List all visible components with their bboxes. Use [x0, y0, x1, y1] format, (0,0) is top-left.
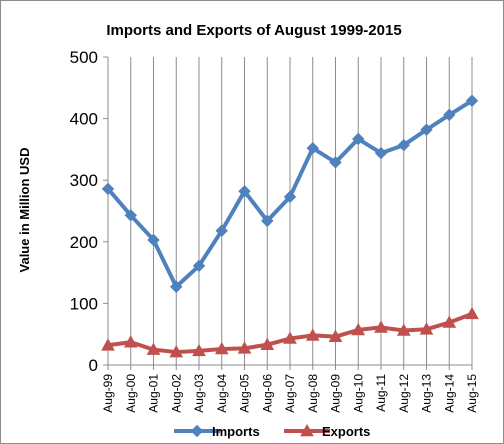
exports-series — [101, 306, 479, 358]
imports-point — [170, 280, 183, 293]
legend: Imports Exports — [174, 423, 370, 439]
imports-point — [352, 132, 365, 146]
imports-point — [374, 146, 388, 160]
exports-point — [283, 331, 297, 344]
imports-point — [329, 156, 342, 169]
gridlines — [107, 57, 473, 365]
x-tick-label: Aug-09 — [329, 374, 343, 413]
exports-point — [351, 322, 366, 336]
imports-point — [147, 233, 160, 247]
exports-point — [101, 338, 115, 351]
x-tick-label: Aug-08 — [306, 374, 320, 413]
imports-point — [420, 123, 433, 136]
x-tick-label: Aug-07 — [283, 374, 297, 413]
imports-point — [192, 259, 206, 273]
imports-point — [443, 108, 456, 122]
x-tick-label: Aug-13 — [420, 374, 434, 413]
x-tick-label: Aug-05 — [238, 374, 252, 413]
x-tick-labels: Aug-99 Aug-00 Aug-01 Aug-02 Aug-03 Aug-04 Aug-… — [101, 365, 479, 413]
imports-point — [306, 141, 319, 155]
x-tick-label: Aug-12 — [397, 374, 411, 413]
imports-point — [465, 94, 479, 107]
y-tick-label: 0 — [89, 356, 98, 375]
imports-point — [215, 224, 228, 237]
x-tick-label: Aug-99 — [101, 374, 115, 413]
legend-exports-label: Exports — [322, 424, 370, 439]
exports-point — [328, 329, 343, 342]
imports-point — [101, 182, 115, 196]
exports-point — [419, 322, 434, 335]
exports-point — [305, 328, 320, 341]
exports-point — [146, 342, 161, 355]
exports-point — [396, 323, 411, 336]
exports-point — [465, 306, 479, 320]
x-tick-label: Aug-04 — [215, 374, 229, 413]
imports-point — [124, 209, 137, 222]
exports-point — [123, 335, 138, 348]
y-tick-label: 200 — [70, 233, 98, 252]
exports-point — [169, 345, 184, 358]
exports-point — [237, 341, 252, 354]
imports-point — [397, 138, 410, 152]
legend-imports-label: Imports — [212, 424, 260, 439]
exports-point — [260, 337, 275, 350]
imports-point — [283, 190, 297, 204]
y-axis-label: Value in Million USD — [17, 148, 32, 273]
exports-point — [442, 315, 457, 328]
x-tick-label: Aug-02 — [169, 374, 183, 413]
legend-imports-marker — [190, 424, 204, 438]
x-tick-label: Aug-00 — [124, 374, 138, 413]
imports-point — [261, 214, 274, 228]
y-tick-label: 100 — [70, 294, 98, 313]
y-tick-label: 400 — [70, 110, 98, 129]
imports-series — [101, 94, 479, 293]
imports-point — [238, 185, 251, 198]
x-tick-label: Aug-06 — [260, 374, 274, 413]
x-tick-label: Aug-01 — [147, 374, 161, 413]
series-layer — [101, 94, 479, 358]
y-tick-labels: 0 100 200 300 400 500 — [70, 48, 108, 375]
exports-point — [214, 341, 229, 355]
exports-point — [374, 320, 388, 333]
legend-exports-marker — [300, 423, 314, 437]
x-tick-label: Aug-10 — [351, 374, 365, 413]
x-tick-label: Aug-14 — [442, 374, 456, 413]
x-tick-label: Aug-03 — [192, 374, 206, 413]
exports-point — [192, 343, 206, 357]
y-tick-label: 500 — [70, 48, 98, 67]
x-tick-label: Aug-11 — [374, 374, 388, 412]
y-tick-label: 300 — [70, 171, 98, 190]
chart-title: Imports and Exports of August 1999-2015 — [106, 22, 401, 39]
x-tick-label: Aug-15 — [465, 374, 479, 413]
